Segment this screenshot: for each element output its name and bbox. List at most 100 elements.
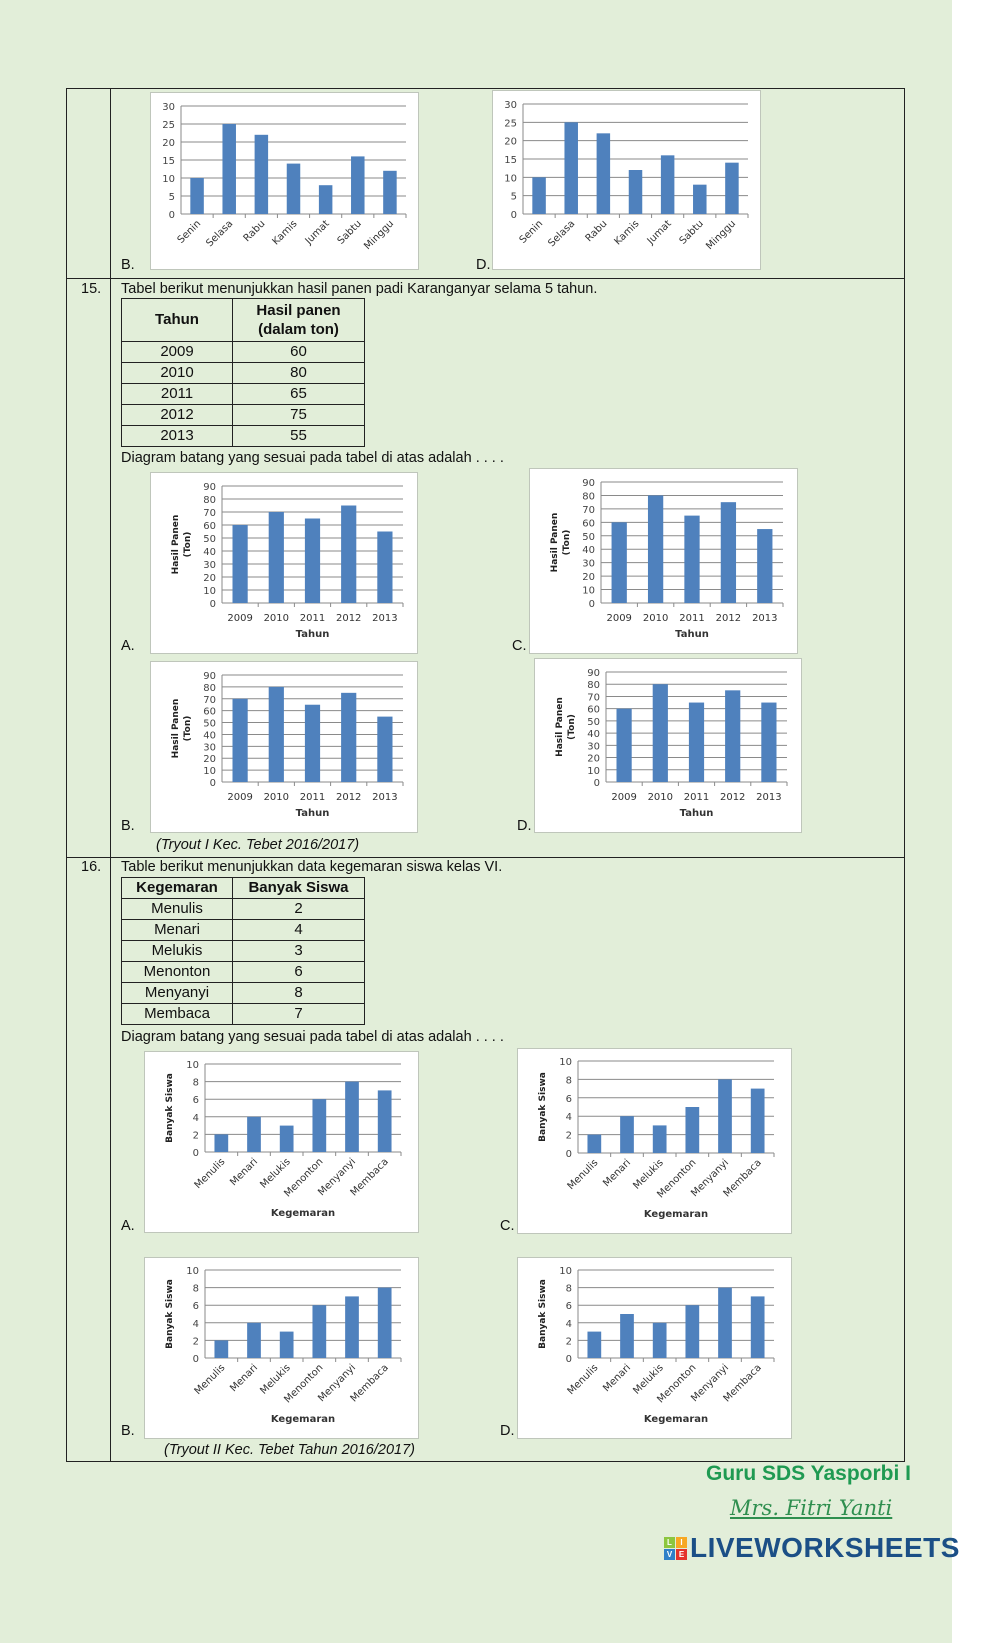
bar <box>247 1116 261 1152</box>
table-border-right <box>904 88 905 1462</box>
y-tick-label: 6 <box>193 1095 199 1106</box>
y-tick-label: 10 <box>504 173 517 184</box>
bar <box>587 1331 602 1358</box>
y-tick-label: 0 <box>210 599 216 610</box>
table-row: 2011 65 <box>121 383 365 405</box>
x-tick-label: Jumat <box>303 218 332 247</box>
option-a-label: A. <box>121 1218 135 1234</box>
chart-q16-a: 0 2 4 6 8 10 Menulis Menari Melukis Menonton Menya… <box>144 1051 419 1233</box>
x-tick-label: 2010 <box>264 613 289 624</box>
table-row: Melukis 3 <box>121 940 365 962</box>
y-tick-label: 25 <box>504 118 517 129</box>
y-tick-label: 30 <box>582 559 595 570</box>
table-row: 2013 55 <box>121 425 365 447</box>
x-tick-label: 2012 <box>336 613 361 624</box>
chart-q15-d: 0 10 20 30 40 50 60 70 80 90 2009 2010 2011 2012 2013 T… <box>534 658 802 833</box>
y-tick-label: 10 <box>559 1057 572 1068</box>
y-tick-label: 50 <box>203 719 216 730</box>
y-tick-label: 5 <box>511 192 517 203</box>
logo-tile: I <box>676 1536 687 1548</box>
bar <box>616 708 632 782</box>
y-axis-title: (Ton) <box>183 716 193 742</box>
bar <box>304 704 321 782</box>
bar <box>761 702 777 782</box>
y-tick-label: 50 <box>582 532 595 543</box>
table-row: Membaca 7 <box>121 1003 365 1025</box>
x-tick-label: 2009 <box>227 613 252 624</box>
cell-count: 4 <box>232 919 365 941</box>
x-tick-label: Menulis <box>193 1156 228 1191</box>
bar <box>222 124 236 214</box>
y-tick-label: 70 <box>203 695 216 706</box>
bar <box>279 1331 294 1358</box>
x-tick-label: Menari <box>601 1157 633 1189</box>
bar <box>341 505 357 603</box>
y-tick-label: 70 <box>582 505 595 516</box>
chart-q16-c: 0 2 4 6 8 10 Menulis Menari Melukis Menonton Menya… <box>517 1048 792 1234</box>
option-a-label: A. <box>121 638 135 654</box>
x-tick-label: Selasa <box>546 218 577 249</box>
y-tick-label: 2 <box>193 1336 199 1347</box>
x-tick-label: 2013 <box>372 792 397 803</box>
cell-year: 2009 <box>121 341 233 363</box>
x-tick-label: 2011 <box>679 613 704 624</box>
y-tick-label: 40 <box>203 547 216 558</box>
bar <box>318 185 333 214</box>
x-axis-title: Tahun <box>680 808 714 819</box>
cell-hobby: Membaca <box>121 1003 233 1025</box>
y-tick-label: 4 <box>566 1112 572 1123</box>
table-row: 2010 80 <box>121 362 365 384</box>
cell-count: 6 <box>232 961 365 983</box>
y-tick-label: 6 <box>566 1094 572 1105</box>
table-row: Menyanyi 8 <box>121 982 365 1004</box>
y-tick-label: 20 <box>203 754 216 765</box>
cell-value: 60 <box>232 341 365 363</box>
x-tick-label: 2009 <box>606 613 631 624</box>
bar <box>684 515 700 603</box>
x-tick-label: Jumat <box>645 218 674 247</box>
y-tick-label: 80 <box>203 495 216 506</box>
bar <box>377 1287 392 1358</box>
x-axis-title: Tahun <box>675 629 709 640</box>
cell-year: 2011 <box>121 383 233 405</box>
bar <box>587 1134 602 1153</box>
cell-value: 80 <box>232 362 365 384</box>
y-tick-label: 10 <box>162 174 175 185</box>
y-tick-label: 0 <box>511 210 517 221</box>
y-tick-label: 15 <box>162 156 175 167</box>
x-tick-label: Rabu <box>242 218 268 244</box>
x-tick-label: 2011 <box>300 792 325 803</box>
teacher-signature: Mrs. Fitri Yanti <box>730 1496 893 1520</box>
y-tick-label: 4 <box>193 1319 199 1330</box>
x-tick-label: 2013 <box>752 613 777 624</box>
bar <box>232 698 248 782</box>
question-prompt: Diagram batang yang sesuai pada tabel di… <box>121 1029 504 1045</box>
cell-hobby: Menari <box>121 919 233 941</box>
bar <box>377 716 393 782</box>
bar <box>254 134 269 214</box>
page-background <box>0 0 952 1643</box>
y-tick-label: 8 <box>566 1284 572 1295</box>
question-number: 15. <box>81 281 102 297</box>
y-tick-label: 30 <box>203 560 216 571</box>
cell-value: 75 <box>232 404 365 426</box>
x-tick-label: 2012 <box>716 613 741 624</box>
y-tick-label: 6 <box>566 1301 572 1312</box>
logo-tile: L <box>664 1536 675 1548</box>
x-axis-title: Kegemaran <box>271 1414 335 1425</box>
row-divider <box>66 278 905 279</box>
x-tick-label: Minggu <box>704 218 738 252</box>
y-tick-label: 8 <box>193 1284 199 1295</box>
y-tick-label: 10 <box>587 766 600 777</box>
chart-svg: 0 5 10 15 20 25 30 Senin Selasa Rabu Kamis Jumat Sab… <box>504 100 749 252</box>
liveworksheets-logo: L I V E LIVEWORKSHEETS <box>664 1532 960 1564</box>
y-tick-label: 20 <box>504 137 517 148</box>
y-tick-label: 90 <box>203 671 216 682</box>
y-tick-label: 25 <box>162 120 175 131</box>
x-tick-label: Sabtu <box>678 218 706 246</box>
cell-value: 55 <box>232 425 365 447</box>
chart-svg: 0 10 20 30 40 50 60 70 80 90 2009 2010 2011 2012 2013 T… <box>171 482 404 640</box>
option-c-label: C. <box>512 638 527 654</box>
